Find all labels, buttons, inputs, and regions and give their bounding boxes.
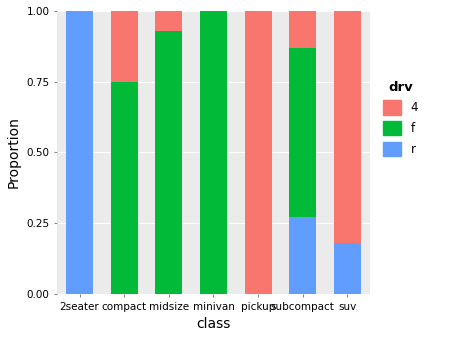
Bar (66, 11, 93, 294)
Y-axis label: Proportion: Proportion (7, 117, 21, 188)
X-axis label: class: class (196, 317, 231, 331)
Bar (245, 11, 272, 294)
Bar (289, 11, 316, 48)
Bar (155, 11, 182, 31)
Bar (111, 11, 137, 82)
Bar (111, 82, 137, 294)
Bar (334, 243, 361, 294)
Bar (334, 11, 361, 243)
Bar (289, 217, 316, 294)
Bar (155, 31, 182, 294)
Legend: 4, f, r: 4, f, r (379, 76, 423, 161)
Bar (200, 11, 227, 294)
Bar (289, 48, 316, 217)
